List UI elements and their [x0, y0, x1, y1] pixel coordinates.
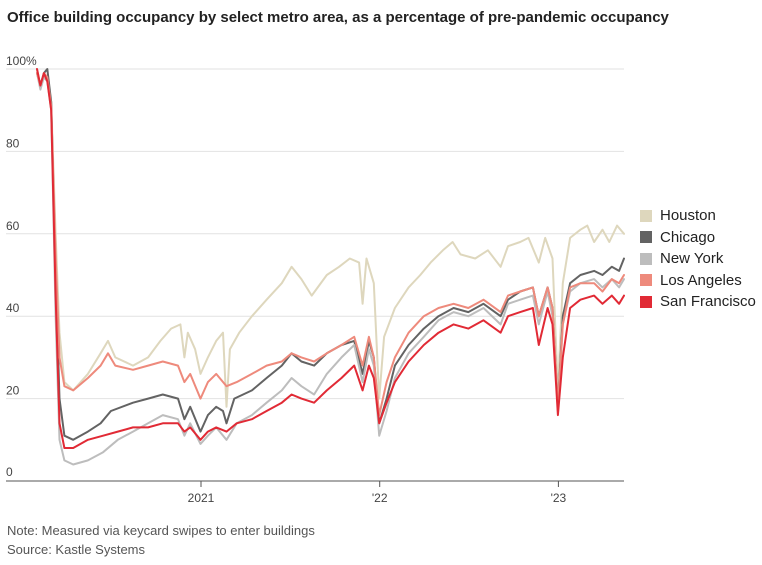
series-line-houston — [36, 68, 625, 408]
legend-swatch-houston — [640, 209, 652, 222]
legend-item-los-angeles: Los Angeles — [640, 270, 756, 292]
y-tick-label-0: 0 — [6, 465, 13, 479]
series-line-new-york — [36, 72, 625, 466]
series-lines — [36, 68, 625, 466]
y-tick-label-20: 20 — [6, 384, 20, 398]
legend-swatch-new-york — [640, 252, 652, 265]
legend: Houston Chicago New York Los Angeles San… — [640, 205, 756, 313]
y-axis-ticks: 0 20 40 60 80 100% — [6, 54, 37, 479]
legend-item-san-francisco: San Francisco — [640, 291, 756, 313]
legend-label-houston: Houston — [660, 207, 716, 225]
y-tick-label-80: 80 — [6, 136, 20, 150]
legend-label-los-angeles: Los Angeles — [660, 271, 742, 289]
x-axis: 2021 '22 '23 — [6, 480, 624, 505]
y-tick-label-100: 100% — [6, 54, 37, 68]
legend-item-houston: Houston — [640, 205, 756, 227]
legend-swatch-los-angeles — [640, 274, 652, 287]
footnote-note: Note: Measured via keycard swipes to ent… — [7, 523, 315, 538]
y-tick-label-60: 60 — [6, 219, 20, 233]
legend-item-chicago: Chicago — [640, 227, 756, 249]
x-tick-label-22: '22 — [372, 491, 388, 505]
series-line-san-francisco — [36, 68, 625, 449]
legend-label-san-francisco: San Francisco — [660, 293, 756, 311]
x-tick-label-2021: 2021 — [188, 491, 215, 505]
chart-title: Office building occupancy by select metr… — [7, 9, 669, 26]
legend-swatch-san-francisco — [640, 295, 652, 308]
legend-swatch-chicago — [640, 231, 652, 244]
legend-item-new-york: New York — [640, 248, 756, 270]
grid-lines — [6, 68, 624, 400]
footnote-source: Source: Kastle Systems — [7, 542, 145, 557]
series-line-los-angeles — [36, 72, 625, 417]
legend-label-chicago: Chicago — [660, 228, 716, 246]
x-tick-label-23: '23 — [551, 491, 567, 505]
footnote: Note: Measured via keycard swipes to ent… — [7, 521, 315, 559]
y-tick-label-40: 40 — [6, 301, 20, 315]
legend-label-new-york: New York — [660, 250, 724, 268]
